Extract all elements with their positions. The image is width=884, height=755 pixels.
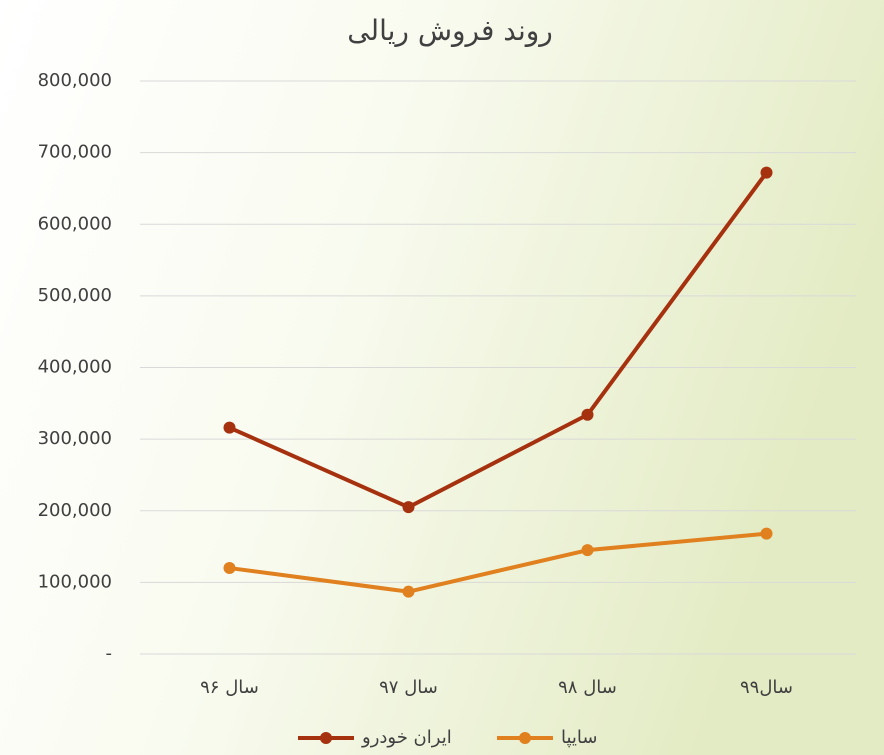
data-point [760, 166, 773, 179]
x-tick-label: سال۹۹ [740, 677, 793, 698]
y-tick-label: 300,000 [38, 428, 112, 449]
y-tick-label: 200,000 [38, 500, 112, 521]
data-point [223, 421, 236, 434]
series-line [228, 171, 769, 510]
x-tick-label: سال ۹۸ [558, 677, 617, 698]
legend-label: سایپا [561, 727, 598, 748]
y-tick-label: 700,000 [38, 142, 112, 163]
y-tick-label: - [106, 643, 113, 664]
data-point [760, 527, 773, 540]
legend-marker [320, 732, 332, 744]
chart-title: روند فروش ریالی [347, 14, 553, 47]
y-tick-label: 100,000 [38, 571, 112, 592]
x-tick-label: سال ۹۶ [200, 677, 259, 698]
series-line [229, 531, 767, 594]
x-tick-label: سال ۹۷ [379, 677, 438, 698]
y-tick-label: 800,000 [38, 70, 112, 91]
data-point [402, 501, 415, 514]
data-point [223, 562, 236, 575]
legend-label: ایران خودرو [361, 727, 452, 748]
y-tick-label: 400,000 [38, 357, 112, 378]
y-tick-label: 600,000 [38, 213, 112, 234]
data-point [581, 544, 594, 557]
data-point [402, 585, 415, 598]
y-tick-label: 500,000 [38, 285, 112, 306]
legend-marker [519, 732, 531, 744]
data-point [581, 408, 594, 421]
